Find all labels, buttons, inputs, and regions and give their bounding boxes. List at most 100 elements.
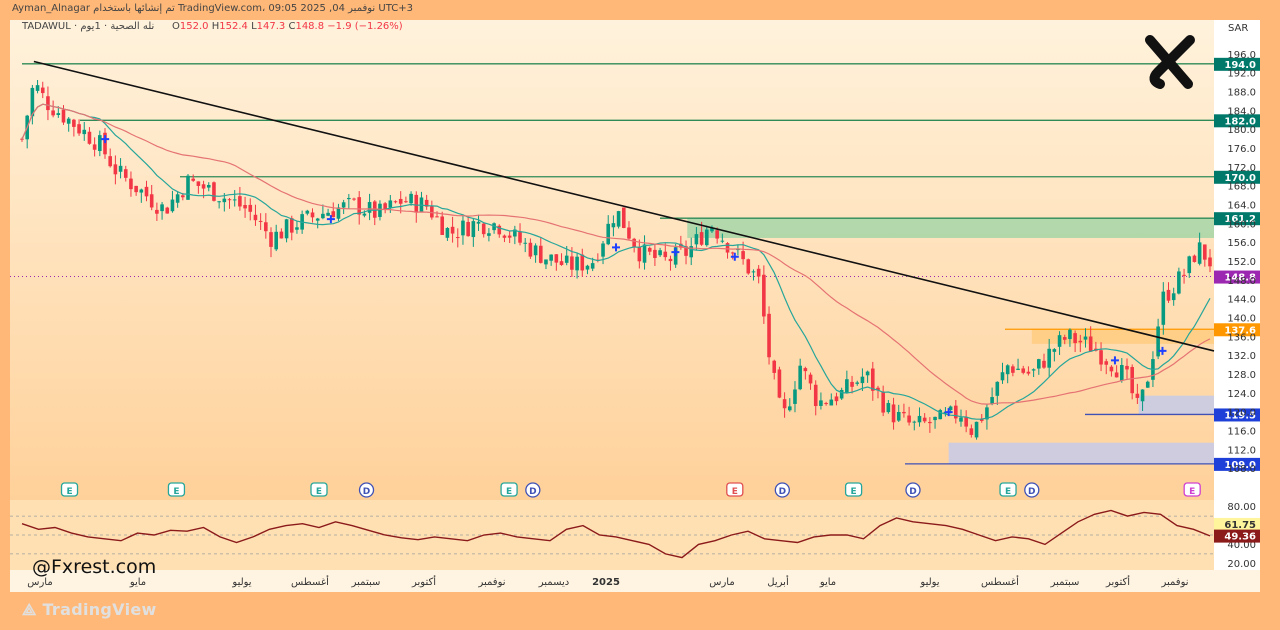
change-value: −1.9 (−1.26%) [327,21,403,32]
candle-body-84 [455,237,460,239]
y-tick-3: 184.0 [1227,106,1256,117]
trendline [33,60,1215,352]
candle-body-202 [1068,329,1072,340]
cross-marker-2 [612,243,620,252]
candle-body-7 [56,113,61,115]
open-label: O [172,21,180,32]
candle-body-143 [762,274,766,317]
candle-body-124 [663,251,668,258]
candle-body-27 [160,204,164,212]
candle-body-72 [393,201,398,203]
candle-body-52 [289,218,294,233]
candle-body-102 [549,254,553,261]
candle-body-73 [398,198,403,204]
candle-body-208 [1099,350,1103,365]
event-badge-0 [60,482,79,497]
candle-body-103 [554,254,559,263]
candle-body-75 [409,193,413,204]
cross-marker-1 [326,215,335,224]
x-tick-16: نوفمبر [1160,577,1188,588]
candle-body-131 [699,232,704,245]
candle-body-181 [959,417,963,422]
candle-body-93 [502,235,507,238]
y-tick-19: 120.0 [1227,408,1256,419]
candle-body-99 [533,245,538,256]
event-badge-10 [999,482,1017,497]
candle-body-130 [694,234,699,245]
level-tag-6 [1214,408,1260,422]
candle-body-28 [165,207,170,214]
candle-body-226 [1192,255,1197,262]
level-tag-1 [1214,114,1260,128]
candle-body-12 [82,129,87,135]
candle-body-90 [487,233,491,236]
candle-body-195 [1031,369,1036,371]
event-label-7: D [779,487,786,497]
candle-body-16 [103,132,107,155]
candle-body-134 [715,230,719,239]
candle-body-5 [46,96,50,111]
candle-body-18 [113,164,118,175]
candle-body-25 [149,194,154,208]
candle-body-132 [704,229,709,246]
candle-body-145 [772,360,777,373]
candle-body-228 [1203,244,1207,260]
candle-body-97 [523,242,528,244]
moving-average-0 [21,103,1211,420]
candle-body-135 [720,240,725,242]
candle-body-142 [756,268,761,277]
event-label-5: D [529,487,536,497]
event-label-6: E [732,487,738,497]
candle-body-212 [1120,365,1124,381]
candle-body-199 [1052,349,1057,352]
candle-body-186 [985,407,989,420]
low-label: L [251,21,257,32]
candle-body-107 [575,256,579,271]
candle-body-201 [1062,337,1067,340]
low-value: 147.3 [256,21,286,32]
candle-body-117 [627,227,631,239]
event-badge-2 [310,482,328,497]
candle-body-158 [839,389,844,399]
candle-body-159 [845,379,849,393]
candle-body-140 [746,259,751,274]
y-tick-12: 148.0 [1227,276,1256,287]
candle-body-161 [855,382,860,384]
candle-body-33 [191,178,195,181]
candle-body-150 [798,365,802,390]
candle-body-137 [730,252,735,254]
candle-body-167 [886,403,891,413]
y-tick-15: 136.0 [1227,332,1256,343]
candle-body-94 [507,235,512,238]
candle-body-165 [876,387,880,391]
currency-label: SAR [1228,23,1249,34]
x-tick-5: أكتوبر [411,575,436,588]
candle-body-59 [326,212,330,216]
candle-body-46 [258,220,263,222]
cross-marker-7 [1158,346,1167,355]
candle-body-133 [710,227,714,232]
event-badge-4 [500,482,518,497]
zone-0 [687,218,1214,238]
candle-body-76 [414,194,419,213]
y-tick-13: 144.0 [1227,295,1256,306]
candle-body-175 [928,421,932,424]
candle-body-2 [30,87,35,117]
candle-body-222 [1171,293,1176,301]
candle-body-185 [979,418,984,421]
y-tick-0: 196.0 [1227,50,1256,61]
candle-body-219 [1156,326,1160,357]
candle-body-171 [907,415,911,423]
cross-marker-0 [101,135,110,144]
x-tick-10: أبريل [767,575,789,588]
open-value: 152.0 [179,21,209,32]
candle-body-63 [347,197,351,200]
rsi-value-tag-0 [1214,517,1260,531]
y-tick-20: 116.0 [1227,426,1256,437]
candle-body-121 [647,247,652,252]
chart-canvas[interactable]: 194.0 182.0 170.0 161.2 148.8 137.6 119.5 109.0… [10,0,1260,630]
level-label-3: 161.2 [1224,214,1256,225]
candle-body-23 [139,189,144,193]
candle-body-83 [450,226,455,234]
level-tag-4 [1214,270,1260,284]
